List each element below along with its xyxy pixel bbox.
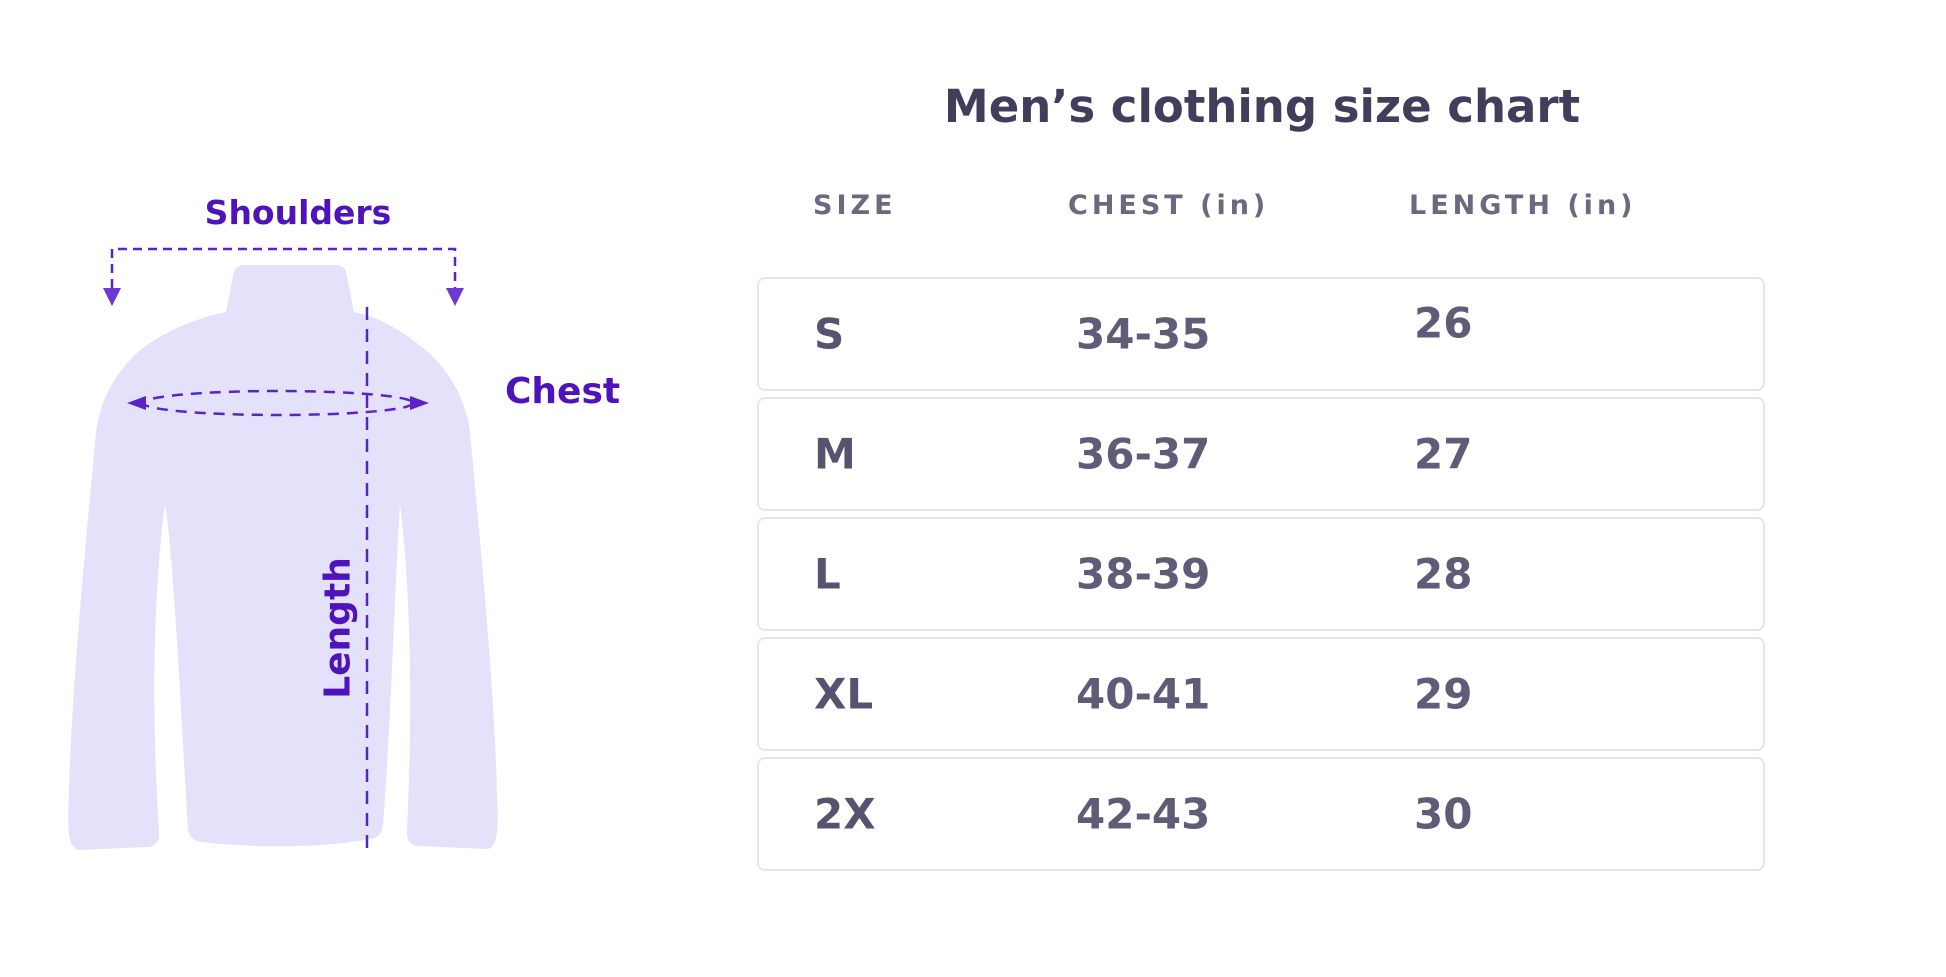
chest-value: 40-41 xyxy=(1076,669,1211,719)
size-value: L xyxy=(814,549,841,599)
table-row-l: L 38-39 28 xyxy=(757,517,1765,631)
size-value: 2X xyxy=(814,789,876,839)
shirt-illustration-svg xyxy=(68,247,498,852)
length-value: 27 xyxy=(1414,429,1473,479)
chest-arrow-left-icon xyxy=(127,396,146,410)
column-header-chest: CHEST (in) xyxy=(1068,190,1270,221)
table-row-m: M 36-37 27 xyxy=(757,397,1765,511)
length-value: 29 xyxy=(1414,669,1473,719)
page-title: Men’s clothing size chart xyxy=(943,80,1581,133)
shirt-collar xyxy=(226,265,354,312)
shoulder-arrow-right-icon xyxy=(446,288,464,306)
column-header-length: LENGTH (in) xyxy=(1409,190,1637,221)
column-header-size: SIZE xyxy=(813,190,897,221)
chest-value: 34-35 xyxy=(1076,309,1211,359)
length-label: Length xyxy=(317,557,359,699)
chest-label: Chest xyxy=(505,371,621,412)
length-value: 30 xyxy=(1414,789,1473,839)
shoulders-label: Shoulders xyxy=(204,193,392,232)
length-value: 26 xyxy=(1414,298,1473,348)
shoulder-measure-line xyxy=(110,247,457,288)
chest-value: 38-39 xyxy=(1076,549,1211,599)
size-value: M xyxy=(814,429,856,479)
shirt-body xyxy=(68,312,498,850)
size-value: S xyxy=(814,309,845,359)
chest-arrow-right-icon xyxy=(410,396,429,410)
table-row-xl: XL 40-41 29 xyxy=(757,637,1765,751)
length-value: 28 xyxy=(1414,549,1473,599)
chest-value: 36-37 xyxy=(1076,429,1211,479)
size-value: XL xyxy=(814,669,874,719)
table-row-s: S 34-35 26 xyxy=(757,277,1765,391)
chest-value: 42-43 xyxy=(1076,789,1211,839)
shoulder-arrow-left-icon xyxy=(103,288,121,306)
table-row-2x: 2X 42-43 30 xyxy=(757,757,1765,871)
